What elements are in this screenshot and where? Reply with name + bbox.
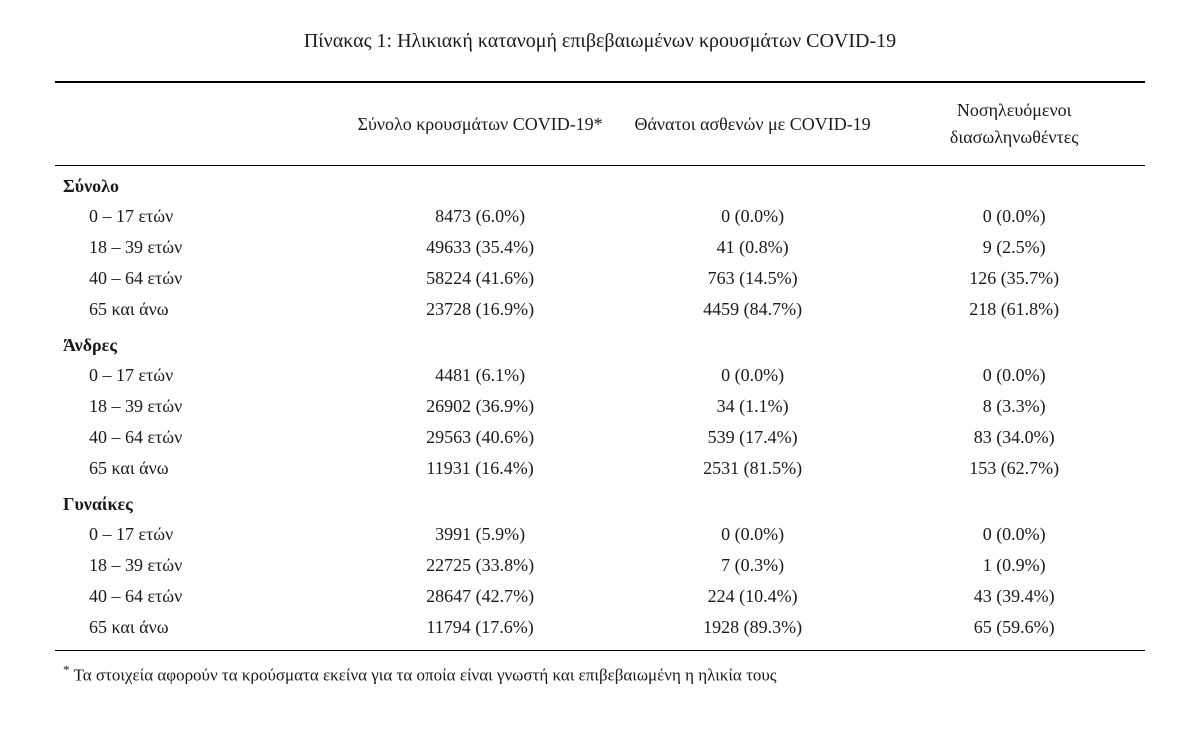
cell-deaths: 7 (0.3%)	[622, 550, 884, 581]
table-row: 40 – 64 ετών 58224 (41.6%) 763 (14.5%) 1…	[55, 263, 1145, 294]
table-row: 18 – 39 ετών 22725 (33.8%) 7 (0.3%) 1 (0…	[55, 550, 1145, 581]
group-header-men: Άνδρες	[55, 325, 1145, 360]
cell-age: 18 – 39 ετών	[55, 232, 338, 263]
cell-deaths: 4459 (84.7%)	[622, 294, 884, 325]
cell-cases: 28647 (42.7%)	[338, 581, 621, 612]
cell-deaths: 0 (0.0%)	[622, 201, 884, 232]
group-header-women: Γυναίκες	[55, 484, 1145, 519]
cell-cases: 3991 (5.9%)	[338, 519, 621, 550]
col-cases: Σύνολο κρουσμάτων COVID-19*	[338, 82, 621, 166]
cell-cases: 29563 (40.6%)	[338, 422, 621, 453]
cell-age: 40 – 64 ετών	[55, 263, 338, 294]
cell-age: 0 – 17 ετών	[55, 201, 338, 232]
group-label: Άνδρες	[55, 325, 1145, 360]
cell-cases: 58224 (41.6%)	[338, 263, 621, 294]
table-header: Σύνολο κρουσμάτων COVID-19* Θάνατοι ασθε…	[55, 82, 1145, 166]
table-row: 18 – 39 ετών 26902 (36.9%) 34 (1.1%) 8 (…	[55, 391, 1145, 422]
cell-intub: 0 (0.0%)	[883, 201, 1145, 232]
footnote: * Τα στοιχεία αφορούν τα κρούσματα εκείνα…	[55, 651, 1145, 687]
footnote-text: Τα στοιχεία αφορούν τα κρούσματα εκείνα …	[74, 666, 777, 685]
cell-intub: 8 (3.3%)	[883, 391, 1145, 422]
cell-intub: 218 (61.8%)	[883, 294, 1145, 325]
table-row: 40 – 64 ετών 29563 (40.6%) 539 (17.4%) 8…	[55, 422, 1145, 453]
cell-age: 40 – 64 ετών	[55, 422, 338, 453]
cell-age: 18 – 39 ετών	[55, 550, 338, 581]
cell-intub: 0 (0.0%)	[883, 360, 1145, 391]
cell-cases: 26902 (36.9%)	[338, 391, 621, 422]
cell-intub: 43 (39.4%)	[883, 581, 1145, 612]
cell-age: 65 και άνω	[55, 453, 338, 484]
data-table: Σύνολο κρουσμάτων COVID-19* Θάνατοι ασθε…	[55, 81, 1145, 651]
cell-cases: 22725 (33.8%)	[338, 550, 621, 581]
cell-age: 65 και άνω	[55, 294, 338, 325]
cell-intub: 65 (59.6%)	[883, 612, 1145, 651]
table-row: 0 – 17 ετών 3991 (5.9%) 0 (0.0%) 0 (0.0%…	[55, 519, 1145, 550]
cell-intub: 1 (0.9%)	[883, 550, 1145, 581]
cell-cases: 8473 (6.0%)	[338, 201, 621, 232]
cell-cases: 11931 (16.4%)	[338, 453, 621, 484]
cell-cases: 23728 (16.9%)	[338, 294, 621, 325]
cell-intub: 9 (2.5%)	[883, 232, 1145, 263]
cell-deaths: 224 (10.4%)	[622, 581, 884, 612]
table-row: 0 – 17 ετών 4481 (6.1%) 0 (0.0%) 0 (0.0%…	[55, 360, 1145, 391]
group-header-total: Σύνολο	[55, 166, 1145, 202]
cell-age: 18 – 39 ετών	[55, 391, 338, 422]
cell-age: 65 και άνω	[55, 612, 338, 651]
cell-cases: 4481 (6.1%)	[338, 360, 621, 391]
col-empty	[55, 82, 338, 166]
table-body: Σύνολο 0 – 17 ετών 8473 (6.0%) 0 (0.0%) …	[55, 166, 1145, 651]
cell-deaths: 1928 (89.3%)	[622, 612, 884, 651]
cell-deaths: 763 (14.5%)	[622, 263, 884, 294]
cell-cases: 11794 (17.6%)	[338, 612, 621, 651]
table-title: Πίνακας 1: Ηλικιακή κατανομή επιβεβαιωμέ…	[55, 30, 1145, 53]
cell-intub: 83 (34.0%)	[883, 422, 1145, 453]
table-row: 65 και άνω 11794 (17.6%) 1928 (89.3%) 65…	[55, 612, 1145, 651]
cell-deaths: 34 (1.1%)	[622, 391, 884, 422]
cell-age: 0 – 17 ετών	[55, 519, 338, 550]
table-row: 0 – 17 ετών 8473 (6.0%) 0 (0.0%) 0 (0.0%…	[55, 201, 1145, 232]
cell-deaths: 0 (0.0%)	[622, 519, 884, 550]
cell-deaths: 539 (17.4%)	[622, 422, 884, 453]
table-row: 40 – 64 ετών 28647 (42.7%) 224 (10.4%) 4…	[55, 581, 1145, 612]
cell-intub: 126 (35.7%)	[883, 263, 1145, 294]
cell-deaths: 41 (0.8%)	[622, 232, 884, 263]
cell-cases: 49633 (35.4%)	[338, 232, 621, 263]
cell-intub: 153 (62.7%)	[883, 453, 1145, 484]
cell-intub: 0 (0.0%)	[883, 519, 1145, 550]
col-deaths: Θάνατοι ασθενών με COVID-19	[622, 82, 884, 166]
group-label: Σύνολο	[55, 166, 1145, 202]
table-row: 65 και άνω 11931 (16.4%) 2531 (81.5%) 15…	[55, 453, 1145, 484]
cell-age: 0 – 17 ετών	[55, 360, 338, 391]
cell-age: 40 – 64 ετών	[55, 581, 338, 612]
table-row: 18 – 39 ετών 49633 (35.4%) 41 (0.8%) 9 (…	[55, 232, 1145, 263]
group-label: Γυναίκες	[55, 484, 1145, 519]
cell-deaths: 2531 (81.5%)	[622, 453, 884, 484]
col-intubated: Νοσηλευόμενοι διασωληνωθέντες	[883, 82, 1145, 166]
footnote-marker: *	[63, 662, 70, 677]
table-row: 65 και άνω 23728 (16.9%) 4459 (84.7%) 21…	[55, 294, 1145, 325]
cell-deaths: 0 (0.0%)	[622, 360, 884, 391]
